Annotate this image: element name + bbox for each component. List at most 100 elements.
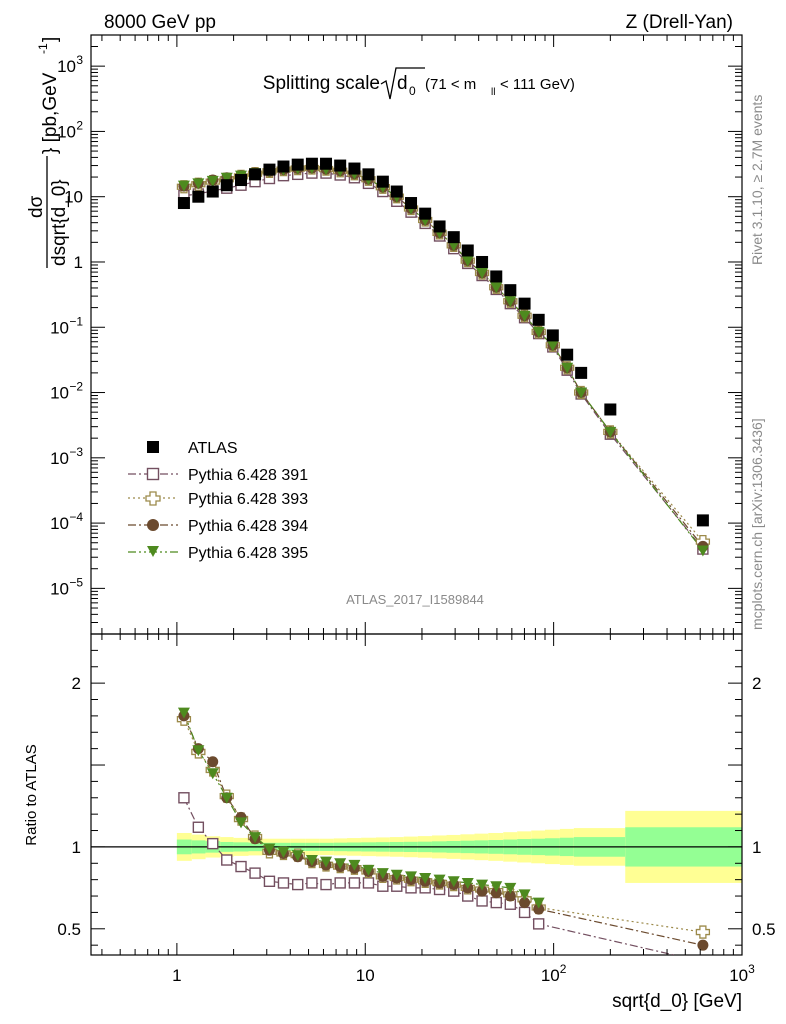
legend-label-394: Pythia 6.428 394 (188, 518, 308, 535)
data-point-atlas (334, 159, 347, 172)
data-point-atlas (177, 197, 190, 210)
axes-frames (90, 34, 743, 956)
data-point-391 (249, 867, 261, 879)
data-point-391 (235, 860, 247, 873)
data-point-395 (504, 296, 517, 308)
data-point-391 (362, 877, 375, 889)
x-tick-label: 10 (356, 966, 375, 985)
data-point-395 (376, 868, 389, 880)
ratio-y-tick-label-right: 2 (752, 674, 761, 693)
y-tick-label: 102 (57, 118, 83, 141)
legend-label-391: Pythia 6.428 391 (188, 467, 308, 484)
y-tick-exp: −2 (69, 380, 83, 394)
title-range-sub: ll (491, 87, 495, 98)
data-point-395 (348, 859, 361, 871)
data-point-391 (476, 895, 488, 907)
data-point-394 (476, 885, 488, 897)
ylabel-denominator: dsqrt{d_0} (49, 179, 70, 266)
data-point-atlas (263, 163, 276, 176)
data-point-394 (504, 890, 516, 902)
data-point-395 (192, 745, 205, 757)
data-point-atlas (546, 329, 559, 342)
legend-entry-395: Pythia 6.428 395 (128, 545, 308, 562)
data-point-391 (490, 896, 502, 909)
data-point-atlas (476, 255, 489, 268)
data-point-394 (207, 756, 219, 768)
legend-entry-394: Pythia 6.428 394 (128, 518, 308, 535)
x-tick-label: 103 (729, 962, 755, 985)
legend-marker-atlas (147, 441, 159, 453)
data-point-atlas (376, 175, 389, 188)
ratio-y-tick-label: 2 (72, 674, 81, 693)
y-tick-label: 10−2 (50, 380, 83, 403)
ratio-y-axis-title: Ratio to ATLAS (23, 744, 40, 845)
data-point-395 (604, 426, 617, 438)
series-markers (176, 157, 711, 951)
legend-entry-atlas: ATLAS (147, 440, 238, 457)
data-point-394 (533, 903, 545, 915)
data-point-395 (461, 255, 474, 267)
y-tick-base: 10 (57, 57, 76, 76)
y-tick-base: 10 (50, 449, 69, 468)
data-point-395 (291, 850, 304, 862)
y-tick-label: 10−1 (50, 314, 83, 337)
y-tick-label: 10−4 (50, 510, 83, 533)
data-point-395 (220, 792, 233, 804)
y-tick-exp: −3 (69, 445, 83, 459)
y-tick-exp: 2 (76, 118, 83, 132)
data-point-391 (207, 837, 219, 850)
data-point-atlas (490, 270, 503, 283)
y-tick-base: 10 (57, 122, 76, 141)
y-tick-label: 103 (57, 53, 83, 76)
ratio-frame (90, 633, 743, 956)
data-point-atlas (696, 514, 709, 527)
ratio-y-tick-label: 1 (72, 838, 81, 857)
data-point-atlas (220, 179, 233, 192)
ratio-y-tick-label: 0.5 (57, 920, 81, 939)
data-point-395 (532, 897, 545, 909)
data-point-391 (221, 854, 233, 866)
legend-marker-393 (145, 491, 161, 506)
x-axis-title: sqrt{d_0} [GeV] (612, 991, 742, 1012)
data-point-393 (695, 925, 711, 939)
data-point-395 (405, 871, 418, 883)
y-tick-base: 10 (50, 514, 69, 533)
title-main: Splitting scale (263, 73, 380, 94)
data-point-395 (433, 874, 446, 886)
y-tick-exp: −4 (69, 510, 83, 524)
title-range-end: < 111 GeV) (500, 76, 575, 93)
y-tick-exp: −1 (69, 314, 83, 328)
data-point-atlas (604, 403, 617, 416)
data-point-395 (518, 889, 531, 901)
data-point-391 (292, 878, 304, 891)
data-point-atlas (461, 244, 474, 257)
data-point-395 (490, 881, 503, 893)
data-point-atlas (575, 366, 588, 379)
data-point-atlas (405, 197, 418, 210)
legend-marker-395 (147, 546, 159, 557)
y-tick-base: 10 (50, 318, 69, 337)
data-point-atlas (518, 297, 531, 310)
data-point-395 (518, 310, 531, 322)
legend-label-atlas: ATLAS (188, 440, 238, 457)
ratio-series-line (183, 712, 540, 904)
data-point-394 (697, 939, 709, 951)
y-tick-label: 10 (64, 188, 83, 207)
data-point-atlas (348, 162, 361, 175)
data-point-395 (490, 282, 503, 294)
upper-y-axis-title: dσ dsqrt{d_0} } [pb,GeV -1 ] (26, 37, 70, 268)
sqrt-sign-icon (380, 67, 425, 100)
header-left: 8000 GeV pp (104, 12, 216, 33)
y-tick-label: 10−3 (50, 445, 83, 468)
rivet-version-note: Rivet 3.1.10, ≥ 2.7M events (749, 95, 765, 265)
ratio-uncertainty-bands (91, 810, 742, 883)
data-point-atlas (320, 157, 333, 170)
data-point-391 (263, 875, 276, 888)
data-point-atlas (362, 168, 375, 181)
x-tick-base: 10 (729, 966, 748, 985)
title-sym-sub: 0 (409, 84, 416, 98)
ylabel-unit: } [pb,GeV (40, 72, 61, 154)
x-tick-base: 10 (541, 966, 560, 985)
data-point-391 (320, 878, 332, 891)
ratio-y-tick-label-right: 0.5 (752, 920, 776, 939)
